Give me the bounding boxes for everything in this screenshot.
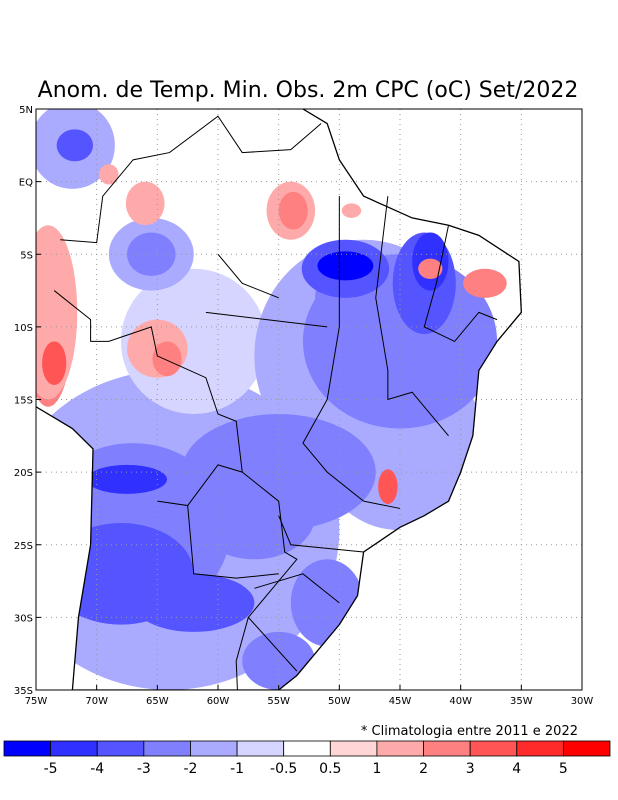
anomaly-contour bbox=[125, 181, 165, 226]
anomaly-contour bbox=[478, 363, 496, 422]
colorbar-swatch bbox=[283, 740, 331, 757]
colorbar-label: 5 bbox=[559, 761, 568, 777]
anomaly-contour bbox=[56, 129, 94, 162]
colorbar-swatch bbox=[516, 740, 564, 757]
lon-tick-label: 70W bbox=[85, 696, 108, 707]
colorbar-swatch bbox=[469, 740, 518, 757]
anomaly-contour bbox=[133, 573, 255, 632]
lon-tick-label: 35W bbox=[510, 696, 533, 707]
colorbar-swatch bbox=[376, 740, 424, 757]
anomaly-contour bbox=[99, 164, 119, 185]
lat-tick-label: 5N bbox=[19, 105, 33, 116]
colorbar-swatch bbox=[423, 740, 471, 757]
anomaly-contour bbox=[317, 251, 374, 281]
colorbar-label: -1 bbox=[230, 761, 244, 777]
anomaly-contour bbox=[152, 341, 182, 377]
colorbar: -5 -4 -3 -2 -1 -0.5 0.5 1 2 3 4 5 bbox=[3, 740, 611, 777]
lat-tick-label: 10S bbox=[14, 323, 33, 334]
colorbar-label: 1 bbox=[372, 761, 381, 777]
colorbar-label: -5 bbox=[44, 761, 58, 777]
anomaly-contour bbox=[242, 631, 316, 690]
lat-tick-label: 15S bbox=[14, 396, 33, 407]
anomaly-contour bbox=[378, 469, 398, 505]
political-border bbox=[60, 115, 322, 244]
anomaly-contour bbox=[42, 341, 67, 385]
lon-tick-label: 65W bbox=[146, 696, 169, 707]
colorbar-label: -4 bbox=[90, 761, 104, 777]
political-border bbox=[278, 515, 364, 553]
anomaly-contour bbox=[418, 258, 443, 279]
colorbar-swatch bbox=[562, 740, 611, 757]
lat-tick-label: 30S bbox=[14, 613, 33, 624]
colorbar-swatch bbox=[236, 740, 285, 757]
map-title: Anom. de Temp. Min. Obs. 2m CPC (oC) Set… bbox=[38, 78, 579, 103]
lon-tick-label: 60W bbox=[207, 696, 230, 707]
coastline-borders bbox=[36, 109, 522, 690]
climatology-note: * Climatologia entre 2011 e 2022 bbox=[361, 724, 578, 739]
colorbar-swatch bbox=[50, 740, 98, 757]
political-border bbox=[205, 311, 328, 328]
lon-tick-label: 40W bbox=[449, 696, 472, 707]
anomaly-contour bbox=[341, 203, 362, 218]
political-border bbox=[423, 225, 498, 343]
anomaly-contour bbox=[463, 268, 507, 298]
colorbar-swatch bbox=[190, 740, 238, 757]
colorbar-label: 0.5 bbox=[319, 761, 341, 777]
colorbar-label: 3 bbox=[466, 761, 475, 777]
lat-tick-label: EQ bbox=[19, 178, 33, 189]
lon-tick-label: 45W bbox=[389, 696, 412, 707]
colorbar-swatch bbox=[3, 740, 52, 757]
lon-tick-label: 50W bbox=[328, 696, 351, 707]
anomaly-contour bbox=[86, 464, 168, 494]
political-border bbox=[302, 196, 401, 509]
political-border bbox=[375, 196, 449, 437]
lat-tick-label: 20S bbox=[14, 468, 33, 479]
colorbar-swatch bbox=[96, 740, 145, 757]
colorbar-swatch bbox=[143, 740, 191, 757]
lon-tick-label: 55W bbox=[267, 696, 290, 707]
political-border bbox=[187, 505, 279, 579]
coastline bbox=[36, 109, 522, 690]
political-border bbox=[254, 573, 340, 604]
gridlines bbox=[36, 109, 582, 690]
lat-tick-label: 35S bbox=[14, 686, 33, 697]
colorbar-label: -3 bbox=[137, 761, 151, 777]
lon-tick-label: 75W bbox=[25, 696, 48, 707]
lon-tick-label: 30W bbox=[571, 696, 594, 707]
lat-tick-label: 5S bbox=[20, 250, 33, 261]
colorbar-swatch bbox=[329, 740, 378, 757]
anomaly-contour bbox=[193, 472, 316, 560]
political-border bbox=[235, 617, 249, 690]
colorbar-label: 4 bbox=[512, 761, 521, 777]
political-border bbox=[53, 290, 298, 672]
political-border bbox=[157, 464, 243, 507]
political-border bbox=[217, 253, 279, 299]
anomaly-contour bbox=[278, 191, 308, 230]
colorbar-label: 2 bbox=[419, 761, 428, 777]
colorbar-label: -2 bbox=[183, 761, 197, 777]
anomaly-field bbox=[36, 109, 507, 690]
lat-tick-label: 25S bbox=[14, 541, 33, 552]
axis-ticks: 75W 70W 65W 60W 55W 50W 45W 40W 35W 30W 5N EQ 5S 10S 1… bbox=[14, 105, 593, 707]
colorbar-label: -0.5 bbox=[270, 761, 297, 777]
